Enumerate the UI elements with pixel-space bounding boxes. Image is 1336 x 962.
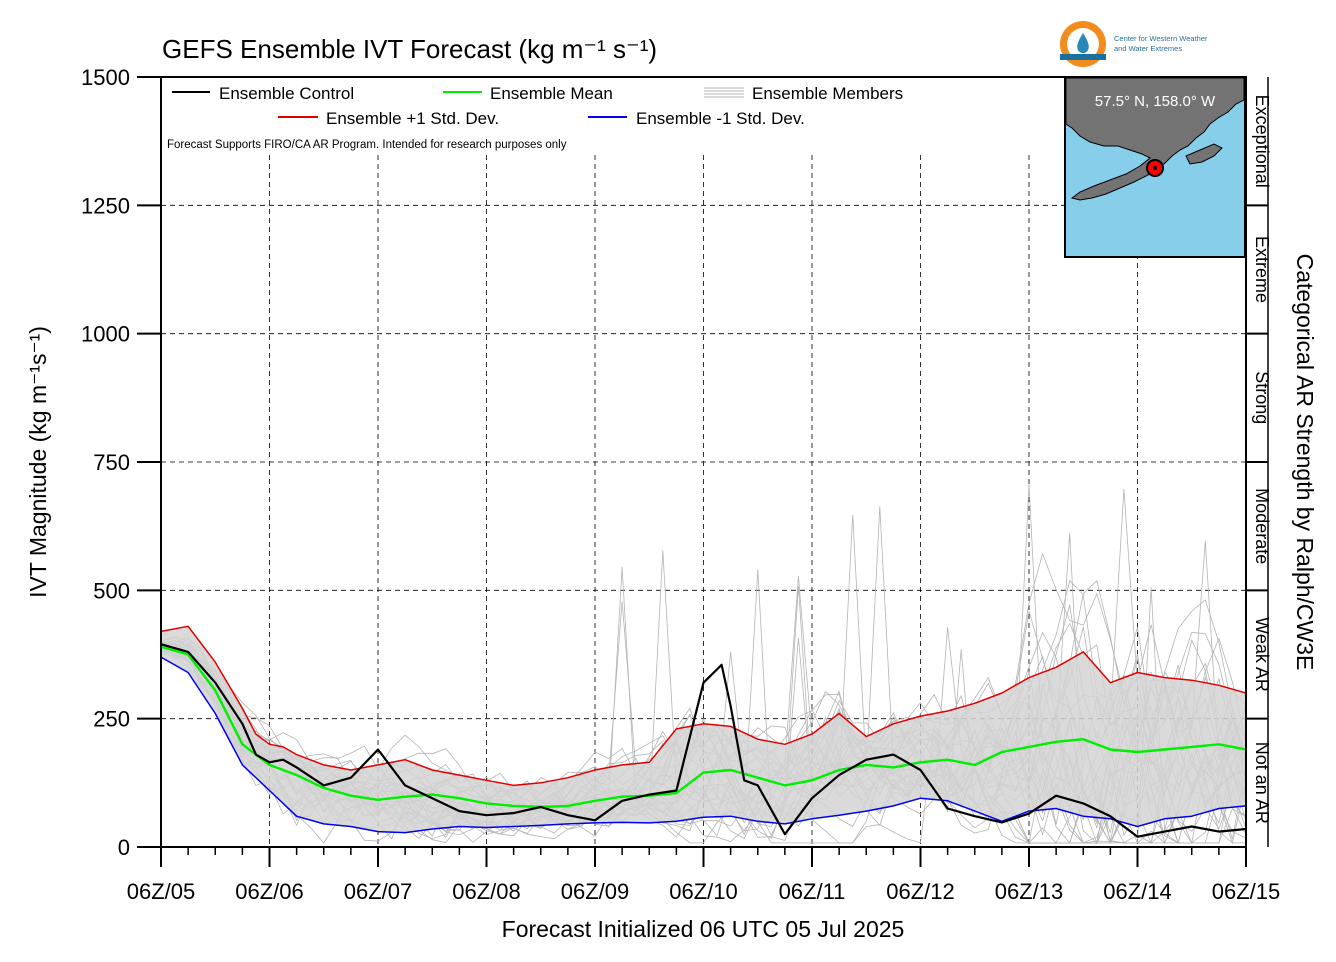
ar-category-label: Not an AR (1252, 742, 1272, 824)
x-tick-label-6: 06Z/11 (779, 879, 846, 904)
inset-land-alaska (1065, 77, 1245, 201)
x-tick-label-8: 06Z/13 (995, 879, 1064, 904)
x-tick-label-9: 06Z/14 (1103, 879, 1172, 904)
location-marker-center (1153, 166, 1157, 170)
series-lines (161, 625, 1246, 838)
legend-plus-std-label: Ensemble +1 Std. Dev. (326, 109, 499, 128)
legend-mean-label: Ensemble Mean (490, 84, 613, 103)
x-tick-label-4: 06Z/09 (561, 879, 630, 904)
water-drop-icon (1077, 33, 1089, 53)
logo-text-line1: Center for Western Weather (1114, 34, 1208, 43)
std-dev-spread-band (161, 626, 1246, 833)
ar-category-label: Strong (1252, 371, 1272, 424)
x-axis-label: Forecast Initialized 06 UTC 05 Jul 2025 (502, 916, 905, 942)
y-tick-label-1000: 1000 (81, 322, 130, 347)
x-tick-label-5: 06Z/10 (669, 879, 738, 904)
cw3e-logo: Center for Western Weather and Water Ext… (1060, 21, 1208, 67)
series-mean-line (161, 645, 1246, 809)
x-tick-label-1: 06Z/06 (235, 879, 304, 904)
y-tick-label-250: 250 (93, 707, 130, 732)
x-tick-label-2: 06Z/07 (344, 879, 413, 904)
research-note: Forecast Supports FIRO/CA AR Program. In… (167, 139, 567, 151)
inset-location-label: 57.5° N, 158.0° W (1095, 93, 1216, 110)
legend: Ensemble Control Ensemble Mean Ensemble … (167, 84, 903, 151)
y-axis-label: IVT Magnitude (kg m⁻¹s⁻¹) (25, 326, 51, 598)
ensemble-member-line (161, 569, 1246, 844)
y-tick-label-500: 500 (93, 578, 130, 603)
x-tick-label-0: 06Z/05 (127, 879, 196, 904)
x-tick-label-7: 06Z/12 (886, 879, 955, 904)
x-tick-label-3: 06Z/08 (452, 879, 521, 904)
x-tick-label-10: 06Z/15 (1212, 879, 1281, 904)
logo-wave (1060, 54, 1106, 60)
chart-title: GEFS Ensemble IVT Forecast (kg m⁻¹ s⁻¹) (162, 34, 657, 64)
axes: 0 250 500 750 1000 1250 1500 06Z/05 06Z/06 06Z/07… (81, 65, 1280, 904)
location-inset-map: 57.5° N, 158.0° W (1064, 76, 1246, 258)
y-tick-label-0: 0 (118, 835, 130, 860)
right-axis-label: Categorical AR Strength by Ralph/CW3E (1292, 254, 1318, 671)
y-tick-label-1250: 1250 (81, 193, 130, 218)
legend-minus-std-label: Ensemble -1 Std. Dev. (636, 109, 805, 128)
legend-control-label: Ensemble Control (219, 84, 354, 103)
ar-category-label: Extreme (1252, 236, 1272, 303)
y-tick-label-750: 750 (93, 450, 130, 475)
inset-frame (1064, 76, 1246, 258)
series-plus-std-line (161, 625, 1246, 787)
legend-members-swatch (704, 87, 744, 98)
ar-category-label: Moderate (1252, 488, 1272, 564)
ar-category-label: Exceptional (1252, 95, 1272, 188)
series-control-line (161, 643, 1246, 838)
series-minus-std-line (161, 656, 1246, 834)
legend-members-label: Ensemble Members (752, 84, 903, 103)
logo-text-line2: and Water Extremes (1114, 44, 1182, 53)
y-tick-label-1500: 1500 (81, 65, 130, 90)
inset-land-island (1185, 143, 1223, 165)
ar-category-label: Weak AR (1252, 617, 1272, 692)
